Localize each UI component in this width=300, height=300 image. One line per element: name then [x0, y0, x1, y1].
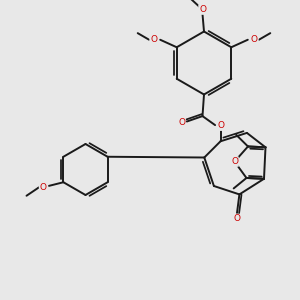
- Text: O: O: [217, 121, 224, 130]
- Text: O: O: [150, 35, 157, 44]
- Text: O: O: [40, 183, 46, 192]
- Text: O: O: [178, 118, 185, 127]
- Text: O: O: [199, 5, 206, 14]
- Text: O: O: [233, 214, 241, 224]
- Text: O: O: [251, 35, 258, 44]
- Text: O: O: [231, 157, 238, 166]
